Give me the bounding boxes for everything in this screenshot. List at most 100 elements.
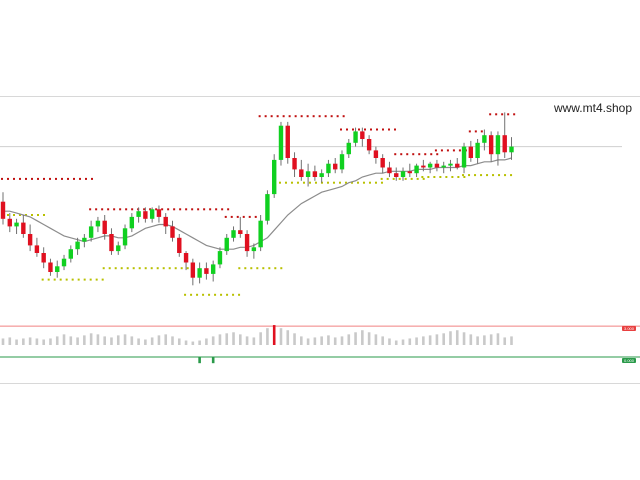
resistance-dot — [155, 208, 158, 211]
support-dot — [480, 174, 483, 177]
resistance-dot — [452, 149, 455, 152]
support-dot — [474, 174, 477, 177]
resistance-dot — [19, 177, 21, 180]
bear-candle — [421, 165, 426, 168]
resistance-dot — [436, 153, 439, 156]
support-dot — [244, 267, 247, 270]
support-dot — [41, 278, 44, 281]
bull-candle — [224, 237, 229, 252]
oscillator-bar — [218, 334, 222, 345]
resistance-dot — [418, 153, 421, 156]
oscillator-bar — [49, 338, 52, 345]
bull-candle — [509, 146, 514, 153]
oscillator-bar — [177, 338, 181, 345]
oscillator-bar — [286, 330, 290, 345]
bull-candle — [265, 194, 270, 221]
support-dot — [7, 214, 9, 216]
bull-candle — [68, 249, 73, 259]
bull-candle — [326, 163, 331, 174]
support-dot — [256, 267, 259, 270]
resistance-dot — [352, 128, 354, 131]
bear-candle — [407, 171, 412, 174]
resistance-dot — [1, 177, 3, 180]
resistance-dot — [394, 153, 397, 156]
indicator-upper-tag: 3.000 — [621, 326, 636, 331]
support-dot — [184, 293, 187, 296]
support-dot — [344, 181, 347, 184]
resistance-dot — [248, 215, 251, 218]
bull-candle — [258, 220, 263, 248]
bear-candle — [299, 169, 304, 177]
resistance-dot — [230, 215, 233, 218]
resistance-dot — [282, 115, 285, 118]
chart-window[interactable]: www.mt4.shop 3.000 0.000 — [0, 96, 640, 384]
bull-candle — [61, 258, 67, 267]
support-dot — [126, 267, 129, 270]
support-dot — [326, 181, 329, 184]
oscillator-bar — [89, 333, 93, 345]
support-dot — [356, 181, 359, 184]
support-dot — [362, 181, 365, 184]
bull-candle — [441, 165, 446, 168]
oscillator-bar — [300, 336, 303, 345]
support-dot — [220, 293, 223, 296]
resistance-dot — [179, 208, 182, 211]
bull-candle — [495, 135, 501, 155]
oscillator-bar — [116, 335, 120, 345]
resistance-dot — [85, 177, 87, 180]
oscillator-bar — [76, 337, 79, 345]
oscillator-bar — [455, 330, 459, 345]
support-dot — [422, 177, 425, 180]
support-dot — [368, 181, 371, 184]
oscillator-bar — [232, 332, 235, 345]
support-dot — [416, 177, 419, 180]
support-dot — [95, 278, 98, 281]
oscillator-bar — [69, 336, 73, 345]
support-dot — [250, 267, 253, 270]
oscillator-bar — [123, 334, 127, 345]
resistance-dot — [242, 215, 245, 218]
oscillator-bar — [483, 335, 486, 345]
bear-candle — [7, 218, 12, 227]
oscillator-bar — [171, 336, 174, 345]
bull-candle — [75, 241, 80, 250]
price-chart[interactable] — [0, 97, 640, 385]
resistance-dot — [513, 113, 516, 116]
resistance-dot — [430, 153, 433, 156]
oscillator-bar — [442, 333, 445, 345]
bear-candle — [27, 234, 33, 246]
support-dot — [208, 293, 211, 296]
resistance-dot — [31, 177, 33, 180]
resistance-dot — [125, 208, 128, 211]
bear-candle — [468, 146, 474, 158]
support-dot — [274, 267, 277, 270]
resistance-dot — [364, 128, 366, 131]
bear-candle — [434, 163, 440, 168]
resistance-dot — [440, 149, 443, 152]
moving-average — [3, 157, 512, 250]
bear-candle — [41, 253, 46, 263]
resistance-dot — [424, 153, 427, 156]
bear-candle — [48, 262, 53, 272]
support-dot — [101, 278, 104, 281]
resistance-dot — [300, 115, 303, 118]
support-dot — [302, 181, 305, 184]
resistance-dot — [224, 215, 227, 218]
bear-candle — [143, 211, 148, 219]
resistance-dot — [161, 208, 164, 211]
oscillator-bar — [22, 338, 25, 345]
oscillator-bar — [388, 338, 391, 345]
resistance-dot — [468, 130, 471, 133]
oscillator-bar — [35, 338, 39, 345]
oscillator-bar — [239, 334, 242, 345]
resistance-dot — [236, 215, 239, 218]
bull-candle — [339, 154, 345, 170]
oscillator-bar — [164, 334, 168, 345]
support-dot — [102, 267, 105, 270]
bear-candle — [455, 163, 460, 168]
resistance-dot — [264, 115, 267, 118]
support-dot — [350, 181, 353, 184]
oscillator-bar — [272, 325, 276, 345]
resistance-dot — [340, 128, 342, 131]
resistance-dot — [91, 177, 93, 180]
